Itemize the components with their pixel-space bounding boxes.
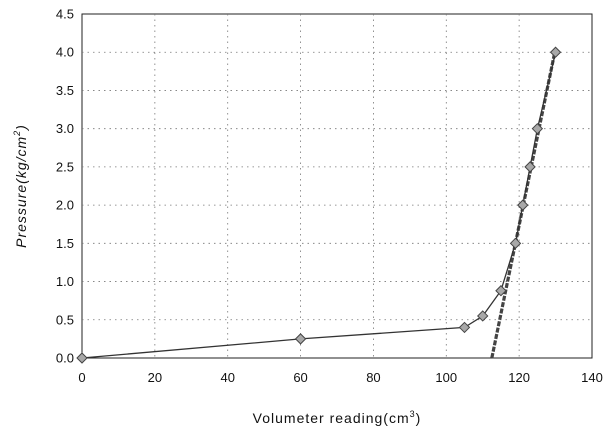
- data-point-marker: [549, 46, 562, 58]
- data-point-marker: [531, 122, 544, 135]
- y-tick-label: 3.5: [56, 83, 74, 98]
- y-tick-label: 4.0: [56, 45, 74, 60]
- data-point-marker: [76, 352, 88, 364]
- x-tick-label: 0: [78, 370, 85, 385]
- y-tick-label: 1.0: [56, 274, 74, 289]
- y-axis-title: Pressure(kg/cm2): [12, 124, 29, 248]
- y-tick-label: 1.5: [56, 236, 74, 251]
- y-tick-label: 0.0: [56, 351, 74, 366]
- x-tick-label: 60: [293, 370, 307, 385]
- tick-labels: 0.0 0.5 1.0 1.5 2.0 2.5 3.0 3.5 4.0 4.5 0 20 40 60 80 1…: [56, 7, 603, 386]
- data-point-marker: [524, 161, 536, 173]
- data-point-marker: [294, 333, 307, 345]
- plot-area: [81, 13, 593, 359]
- data-point-marker: [495, 285, 507, 297]
- y-tick-label: 2.0: [56, 198, 74, 213]
- x-tick-label: 80: [366, 370, 380, 385]
- x-tick-label: 140: [581, 370, 603, 385]
- series-line: [81, 52, 557, 359]
- x-tick-label: 20: [148, 370, 162, 385]
- x-tick-label: 120: [508, 370, 530, 385]
- x-tick-label: 40: [220, 370, 234, 385]
- y-tick-label: 2.5: [56, 159, 74, 174]
- data-point-marker: [477, 310, 489, 322]
- y-tick-label: 3.0: [56, 121, 74, 136]
- series-layer: [76, 46, 562, 364]
- data-point-marker: [509, 237, 522, 250]
- y-tick-label: 0.5: [56, 312, 74, 327]
- x-tick-label: 100: [435, 370, 457, 385]
- x-axis-title: Volumeter reading(cm3): [253, 409, 422, 426]
- data-point-marker: [458, 321, 471, 334]
- gridlines: [82, 14, 592, 358]
- data-point-marker: [517, 199, 529, 211]
- y-tick-label: 4.5: [56, 7, 74, 22]
